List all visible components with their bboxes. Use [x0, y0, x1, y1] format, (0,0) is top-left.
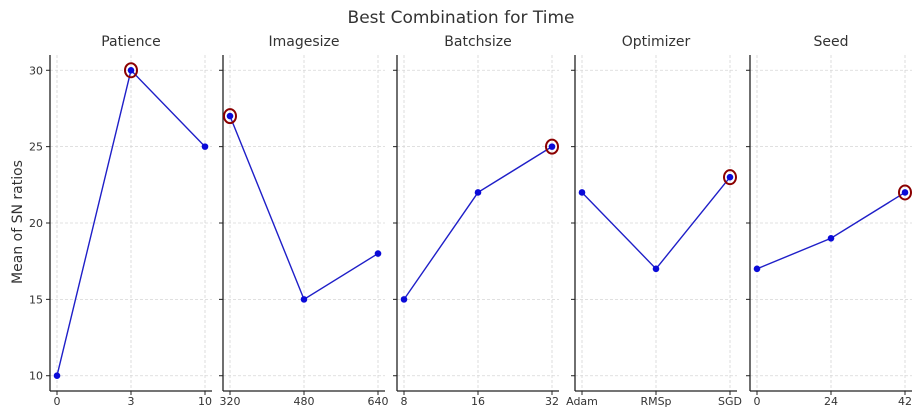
data-point: [400, 296, 408, 303]
panel-title: Optimizer: [622, 34, 691, 50]
panel-optimizer: Adam RMSp SGD Optimizer: [566, 34, 742, 408]
x-tick-label: 0: [54, 395, 61, 408]
best-marker: [723, 169, 737, 186]
panel-title: Seed: [814, 34, 849, 50]
y-tick-label: 10: [29, 370, 43, 383]
panel-seed: 0 24 42 Seed: [746, 34, 912, 408]
panel-patience: 10 15 20 25 30 0 3 10 Patience: [29, 34, 212, 408]
x-tick-label: 0: [754, 395, 761, 408]
data-point: [474, 189, 482, 196]
x-tick-label: 3: [128, 395, 135, 408]
y-tick-label: 20: [29, 217, 43, 230]
x-tick-label: 24: [824, 395, 838, 408]
best-marker: [545, 138, 559, 155]
x-tick-label: 8: [401, 395, 408, 408]
panel-title: Imagesize: [269, 34, 340, 50]
x-tick-label: 16: [471, 395, 485, 408]
data-point: [53, 372, 61, 380]
data-point: [300, 296, 308, 303]
x-tick-label: 42: [898, 395, 912, 408]
chart-title: Best Combination for Time: [348, 8, 575, 28]
best-marker: [223, 108, 237, 125]
x-tick-label: SGD: [718, 395, 742, 408]
panel-title: Patience: [101, 34, 161, 50]
x-tick-label: RMSp: [640, 395, 671, 408]
data-point: [226, 112, 234, 120]
data-point: [127, 66, 135, 74]
panel-batchsize: 8 16 32 Batchsize: [393, 34, 559, 408]
data-point: [201, 143, 209, 150]
x-tick-label: 32: [545, 395, 559, 408]
data-point: [374, 250, 382, 257]
x-tick-label: 480: [294, 395, 315, 408]
x-tick-label: 10: [198, 395, 212, 408]
y-tick-label: 25: [29, 141, 43, 154]
x-tick-label: 320: [220, 395, 241, 408]
data-point: [548, 143, 556, 150]
data-point: [726, 173, 734, 181]
y-tick-label: 30: [29, 64, 43, 77]
data-point: [753, 265, 761, 273]
panel-imagesize: 320 480 640 Imagesize: [219, 34, 389, 408]
data-point: [652, 265, 660, 273]
x-tick-label: Adam: [566, 395, 598, 408]
data-point: [578, 189, 586, 196]
x-tick-label: 640: [368, 395, 389, 408]
best-marker: [898, 184, 912, 201]
y-axis-label: Mean of SN ratios: [10, 160, 26, 284]
best-marker: [124, 62, 138, 79]
y-tick-label: 15: [29, 293, 43, 306]
data-point: [901, 189, 909, 196]
panel-title: Batchsize: [444, 34, 511, 50]
data-point: [827, 234, 835, 242]
